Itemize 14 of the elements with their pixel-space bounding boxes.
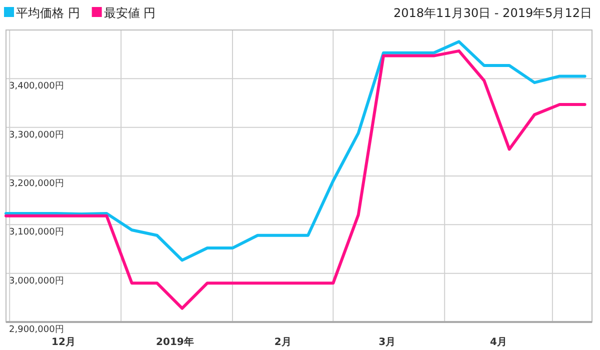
legend-label: 最安値 円 [104,6,156,20]
y-tick-label: 2,900,000円 [9,325,64,335]
x-tick-label: 2019年 [156,336,194,348]
x-tick-label: 2月 [274,337,292,348]
y-tick-label: 3,100,000円 [9,228,64,238]
text: 2018年11月30日 - 2019年5月12日 [394,6,592,20]
y-tick-label: 3,200,000円 [9,179,64,189]
y-tick-label: 3,300,000円 [9,130,64,140]
x-tick-label: 4月 [490,337,508,348]
legend-label: 平均価格 円 [16,6,80,20]
y-tick-label: 3,000,000円 [9,276,64,286]
x-tick-label: 3月 [378,337,396,348]
x-tick-label: 12月 [52,337,76,348]
y-tick-label: 3,400,000円 [9,82,64,92]
